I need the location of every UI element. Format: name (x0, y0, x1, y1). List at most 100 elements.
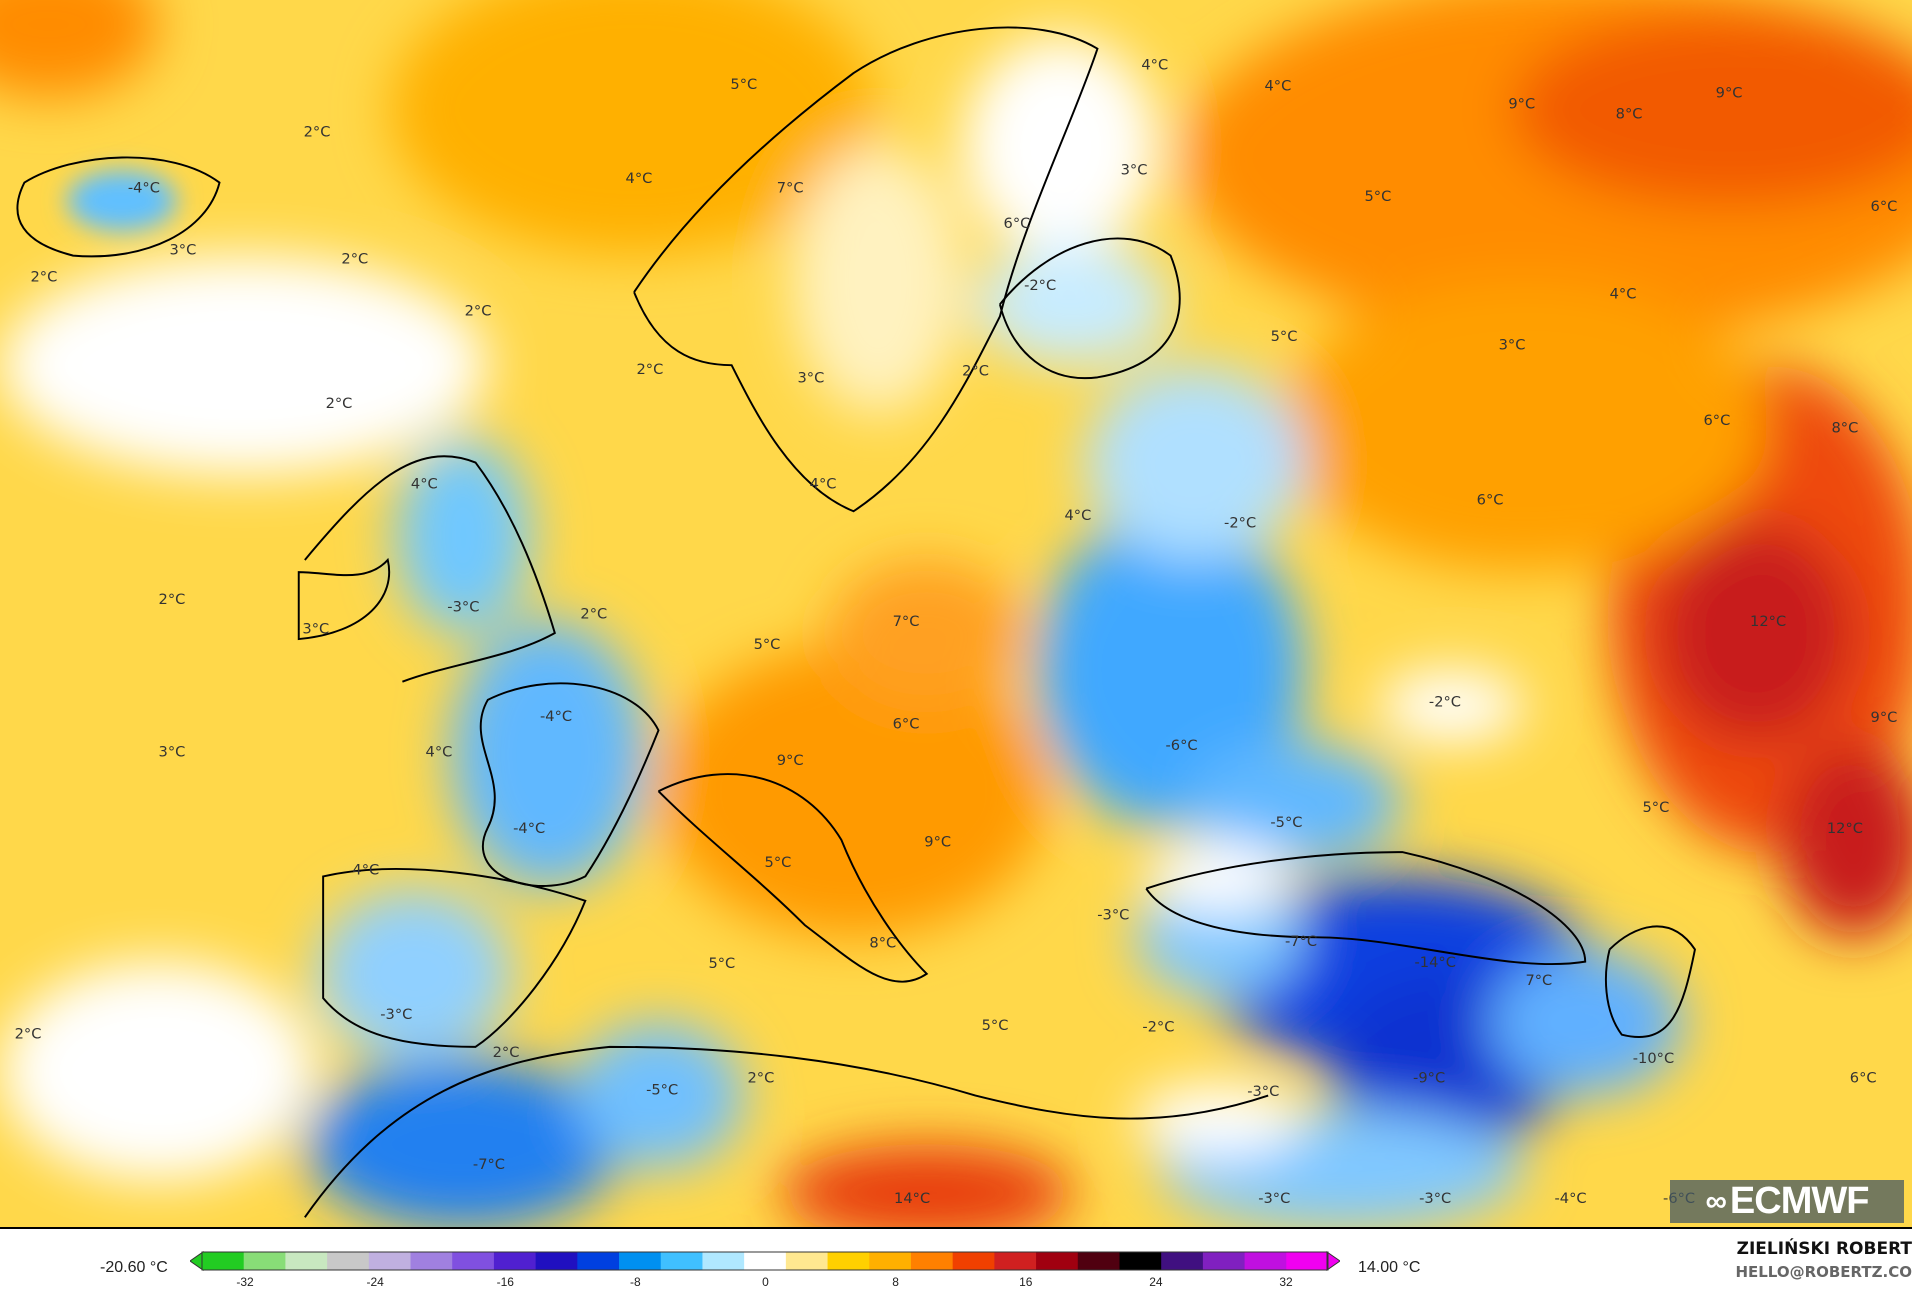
temperature-label: -7°C (1285, 933, 1317, 950)
colorbar-segment (660, 1252, 703, 1270)
colorbar-segment (493, 1252, 537, 1270)
colorbar-segment (202, 1252, 245, 1270)
colorbar-segment (1119, 1252, 1162, 1270)
temperature-label: 3°C (302, 620, 329, 637)
temperature-anomaly-map: 5°C 2°C 4°C -4°C 3°C 2°C 2°C 2°C 7°C 4°C 4°C 9°C 8°C… (0, 0, 1912, 1229)
legend-min-label: -20.60 °C (100, 1259, 168, 1276)
colorbar-segment (1244, 1252, 1287, 1270)
colorbar-tick-label: 8 (892, 1275, 899, 1289)
temperature-label: 8°C (1616, 105, 1643, 122)
author-email: HELLO@ROBERTZ.CO (1735, 1263, 1912, 1281)
temperature-label: -2°C (1429, 693, 1461, 710)
temperature-label: -3°C (1419, 1190, 1451, 1207)
colorbar-segment (1286, 1252, 1329, 1270)
colorbar-segment (619, 1252, 662, 1270)
temperature-label: 5°C (708, 955, 735, 972)
temperature-label: 2°C (637, 361, 664, 378)
colorbar-min-arrow (190, 1251, 204, 1271)
temperature-label: -4°C (128, 180, 160, 197)
colorbar-segment (952, 1252, 995, 1270)
temperature-label: 5°C (730, 76, 757, 93)
colorbar-tick-label: -24 (366, 1275, 384, 1289)
temperature-label: 7°C (1525, 972, 1552, 989)
temperature-label: 2°C (304, 124, 331, 141)
temperature-label: 6°C (1004, 215, 1031, 232)
temperature-label: 9°C (1871, 709, 1898, 726)
temperature-label: 2°C (341, 250, 368, 267)
colorbar-tick-label: 0 (762, 1275, 769, 1289)
temperature-label: -4°C (1555, 1190, 1587, 1207)
temperature-label: 2°C (493, 1044, 520, 1061)
colorbar-segment (1161, 1252, 1204, 1270)
temperature-label: 4°C (1265, 77, 1292, 94)
temperature-label: 6°C (893, 715, 920, 732)
temperature-label: -2°C (1024, 277, 1056, 294)
color-legend: -20.60 °C -32 -24 -16 -8 0 8 16 24 32 14.00 °C Z… (0, 1229, 1912, 1289)
temperature-label: 5°C (1364, 188, 1391, 205)
temperature-label: -6°C (1166, 737, 1198, 754)
colorbar-tick-label: 16 (1019, 1275, 1033, 1289)
colorbar-tick-label: 24 (1149, 1275, 1163, 1289)
temperature-label: -5°C (646, 1082, 678, 1099)
temperature-label: 3°C (1121, 161, 1148, 178)
colorbar-segment (410, 1252, 453, 1270)
temperature-label: 9°C (777, 752, 804, 769)
temperature-label: -3°C (1097, 906, 1129, 923)
temperature-label: -3°C (447, 598, 479, 615)
colorbar-segment (785, 1252, 829, 1270)
temperature-label: 9°C (924, 833, 951, 850)
colorbar (190, 1251, 1340, 1271)
temperature-label: 2°C (30, 269, 57, 286)
colorbar-segment (368, 1252, 412, 1270)
temperature-label: 12°C (1750, 613, 1786, 630)
anomaly-field (0, 0, 1912, 1227)
temperature-label: 4°C (810, 475, 837, 492)
colorbar-segment (1077, 1252, 1120, 1270)
temperature-label: 4°C (1141, 57, 1168, 74)
temperature-label: -4°C (540, 708, 572, 725)
temperature-label: 5°C (765, 854, 792, 871)
colorbar-segment (910, 1252, 954, 1270)
colorbar-segment (744, 1252, 787, 1270)
temperature-label: 6°C (1850, 1070, 1877, 1087)
temperature-label: 7°C (777, 180, 804, 197)
temperature-label: 2°C (962, 362, 989, 379)
temperature-label: -9°C (1413, 1070, 1445, 1087)
temperature-label: 14°C (894, 1190, 930, 1207)
colorbar-segment (702, 1252, 745, 1270)
temperature-label: 2°C (15, 1026, 42, 1043)
colorbar-segment (535, 1252, 578, 1270)
colorbar-segment (1036, 1252, 1079, 1270)
temperature-label: 6°C (1477, 491, 1504, 508)
temperature-label: 4°C (426, 743, 453, 760)
temperature-label: 5°C (1271, 328, 1298, 345)
colorbar-tick-label: -32 (236, 1275, 254, 1289)
colorbar-segment (1202, 1252, 1246, 1270)
temperature-label: 4°C (626, 170, 653, 187)
temperature-label: 9°C (1508, 96, 1535, 113)
colorbar-tick-label: -8 (630, 1275, 641, 1289)
coastlines (16, 26, 1696, 1218)
colorbar-segment (243, 1252, 286, 1270)
temperature-label: -2°C (1224, 514, 1256, 531)
colorbar-segment (577, 1252, 620, 1270)
map-canvas: 5°C 2°C 4°C -4°C 3°C 2°C 2°C 2°C 7°C 4°C 4°C 9°C 8°C… (0, 0, 1912, 1227)
temperature-label: 2°C (159, 591, 186, 608)
temperature-label: -3°C (1247, 1083, 1279, 1100)
temperature-label: 3°C (159, 743, 186, 760)
author-credit: ZIELIŃSKI ROBERT (1736, 1239, 1912, 1259)
temperature-label: 3°C (169, 242, 196, 259)
temperature-label: 5°C (1643, 799, 1670, 816)
temperature-label: -7°C (473, 1156, 505, 1173)
temperature-label: 12°C (1827, 820, 1863, 837)
temperature-label: -3°C (380, 1006, 412, 1023)
colorbar-segment (827, 1252, 870, 1270)
temperature-label: 6°C (1871, 198, 1898, 215)
ecmwf-mark-icon: ∞ (1705, 1184, 1727, 1218)
colorbar-segment (869, 1252, 912, 1270)
colorbar-tick-label: -16 (496, 1275, 514, 1289)
colorbar-segment (452, 1252, 495, 1270)
temperature-label: 9°C (1716, 85, 1743, 102)
temperature-labels: 5°C 2°C 4°C -4°C 3°C 2°C 2°C 2°C 7°C 4°C 4°C 9°C 8°C… (15, 57, 1898, 1207)
colorbar-segment (285, 1252, 328, 1270)
